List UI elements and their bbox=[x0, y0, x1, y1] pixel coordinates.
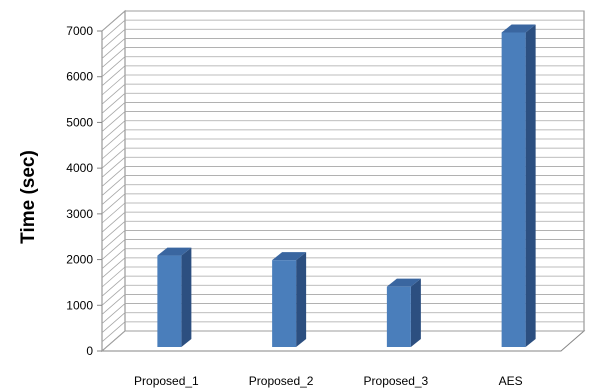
y-tick-label: 6000 bbox=[66, 70, 93, 84]
bar-top bbox=[501, 24, 536, 33]
gridline-side bbox=[101, 294, 126, 315]
y-axis-ticks: 0 1000 2000 3000 4000 5000 6000 7000 bbox=[66, 24, 102, 358]
gridline-side bbox=[101, 147, 126, 169]
bar bbox=[386, 278, 421, 347]
gridline-side bbox=[101, 275, 126, 297]
gridline-side bbox=[101, 257, 126, 279]
bar-side bbox=[525, 24, 536, 347]
bar-front bbox=[272, 260, 297, 347]
bar-front bbox=[386, 286, 411, 347]
gridline-side bbox=[101, 193, 126, 215]
gridline-side bbox=[101, 38, 126, 59]
bar-top bbox=[157, 247, 192, 256]
gridline-side bbox=[101, 156, 126, 178]
y-axis-label: Time (sec) bbox=[18, 150, 39, 244]
gridline-side bbox=[101, 266, 126, 288]
bar-side bbox=[410, 278, 421, 347]
y-tick-label: 1000 bbox=[66, 298, 93, 312]
bar bbox=[272, 252, 307, 347]
bar-front bbox=[501, 32, 526, 347]
gridline-side bbox=[101, 211, 126, 233]
y-tick-label: 3000 bbox=[66, 207, 93, 221]
bar-side bbox=[181, 247, 192, 347]
bar bbox=[501, 24, 536, 347]
gridline-side bbox=[101, 28, 126, 50]
x-tick-label: Proposed_3 bbox=[364, 374, 429, 388]
gridline-side bbox=[101, 248, 126, 270]
gridline-side bbox=[101, 74, 126, 96]
gridline-side bbox=[101, 111, 126, 132]
y-tick-label: 2000 bbox=[66, 253, 93, 267]
bar-side bbox=[296, 252, 307, 347]
gridline-side bbox=[101, 239, 126, 260]
bar-top bbox=[272, 252, 307, 261]
y-tick-label: 7000 bbox=[66, 24, 93, 38]
gridline-side bbox=[101, 129, 126, 151]
gridline-side bbox=[101, 202, 126, 224]
gridline-side bbox=[101, 92, 126, 114]
gridline-side bbox=[101, 303, 126, 324]
gridline-side bbox=[101, 284, 126, 306]
x-tick-label: Proposed_1 bbox=[134, 374, 199, 388]
bar bbox=[157, 247, 192, 347]
gridline-side bbox=[101, 230, 126, 251]
gridline-side bbox=[101, 321, 126, 343]
gridline-side bbox=[101, 83, 126, 105]
x-axis-ticks: Proposed_1 Proposed_2 Proposed_3 AES bbox=[134, 374, 523, 388]
gridline-side bbox=[101, 220, 126, 242]
bars bbox=[157, 24, 536, 347]
y-tick-label: 5000 bbox=[66, 115, 93, 129]
y-tick-label: 0 bbox=[86, 344, 93, 358]
gridline-side bbox=[101, 56, 126, 78]
x-tick-label: AES bbox=[499, 374, 523, 388]
bar-top bbox=[386, 278, 421, 287]
x-tick-label: Proposed_2 bbox=[249, 374, 314, 388]
gridline-side bbox=[101, 166, 126, 187]
gridline-side bbox=[101, 120, 126, 142]
gridline-side bbox=[101, 138, 126, 160]
y-tick-label: 4000 bbox=[66, 161, 93, 175]
gridline-side bbox=[101, 19, 126, 41]
gridline-side bbox=[101, 47, 126, 68]
gridline-side bbox=[101, 175, 126, 196]
bar-front bbox=[157, 255, 182, 347]
gridline-side bbox=[101, 65, 126, 87]
gridline-side bbox=[101, 312, 126, 334]
side-wall bbox=[101, 9, 126, 353]
gridline-side bbox=[101, 184, 126, 206]
gridline-side bbox=[101, 10, 126, 32]
gridline-side bbox=[101, 102, 126, 123]
gridline-side bbox=[101, 330, 126, 352]
